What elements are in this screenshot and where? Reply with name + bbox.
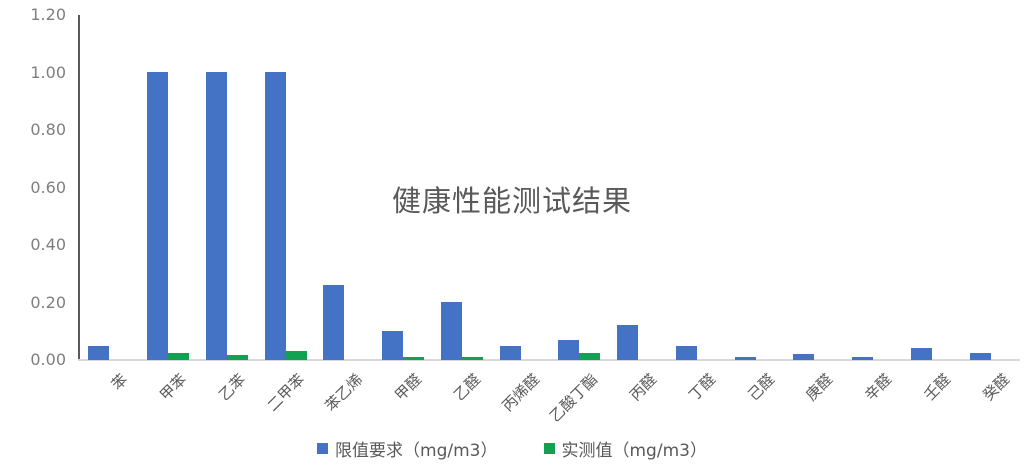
x-category-label: 丙烯醛 (498, 370, 543, 415)
y-axis-line (78, 15, 80, 360)
bar-limit-甲苯 (147, 72, 168, 360)
bar-limit-二甲苯 (265, 72, 286, 360)
bar-measured-乙醛 (462, 357, 483, 360)
x-category-label: 辛醛 (861, 370, 896, 405)
x-category-label: 苯 (108, 370, 132, 394)
x-category-label: 庚醛 (802, 370, 837, 405)
bar-measured-乙酸丁酯 (579, 353, 600, 360)
bar-limit-乙酸丁酯 (558, 340, 579, 360)
x-category-label: 己醛 (743, 370, 778, 405)
y-tick-label: 0.60 (30, 177, 66, 197)
y-tick-label: 0.40 (30, 235, 66, 254)
bar-limit-甲醛 (382, 331, 403, 360)
legend: 限值要求（mg/m3） 实测值（mg/m3） (0, 436, 1024, 461)
bar-limit-苯乙烯 (323, 285, 344, 360)
legend-swatch-limit (317, 443, 329, 454)
y-tick-label: 0.20 (30, 292, 66, 312)
x-axis-line (78, 359, 1020, 361)
bar-limit-丙醛 (617, 325, 638, 360)
x-category-label: 乙苯 (215, 370, 250, 405)
x-category-label: 丙醛 (626, 370, 661, 405)
bar-limit-乙苯 (206, 72, 227, 360)
y-tick-label: 0.80 (30, 120, 66, 139)
x-category-label: 乙酸丁酯 (546, 370, 602, 426)
chart-title: 健康性能测试结果 (391, 184, 633, 218)
bar-limit-丁醛 (676, 346, 697, 360)
legend-item-measured: 实测值（mg/m3） (543, 436, 707, 461)
y-tick-label: 1.20 (30, 5, 66, 24)
legend-label-limit: 限值要求（mg/m3） (335, 441, 498, 461)
x-category-label: 壬醛 (920, 370, 955, 405)
bar-limit-乙醛 (441, 302, 462, 360)
legend-label-measured: 实测值（mg/m3） (561, 441, 707, 461)
x-category-label: 乙醛 (450, 370, 485, 405)
bar-limit-庚醛 (793, 354, 814, 360)
bar-limit-壬醛 (911, 348, 932, 360)
bar-measured-甲苯 (168, 353, 189, 360)
bar-measured-甲醛 (403, 357, 424, 360)
x-category-label: 甲醛 (391, 370, 426, 405)
bar-limit-辛醛 (852, 357, 873, 360)
x-category-label: 癸醛 (978, 370, 1013, 405)
legend-swatch-measured (543, 443, 555, 454)
y-tick-label: 0.00 (30, 350, 66, 369)
bar-measured-乙苯 (227, 355, 248, 360)
bar-measured-二甲苯 (286, 351, 307, 360)
bar-limit-癸醛 (970, 353, 991, 360)
x-category-label: 苯乙烯 (321, 370, 367, 415)
legend-item-limit: 限值要求（mg/m3） (317, 436, 498, 461)
x-category-label: 丁醛 (685, 370, 720, 405)
bar-limit-丙烯醛 (500, 346, 521, 360)
x-category-label: 甲苯 (156, 370, 191, 405)
bar-limit-苯 (88, 346, 109, 360)
y-tick-label: 1.00 (30, 62, 66, 82)
x-category-label: 二甲苯 (263, 370, 308, 415)
bar-limit-己醛 (735, 357, 756, 360)
